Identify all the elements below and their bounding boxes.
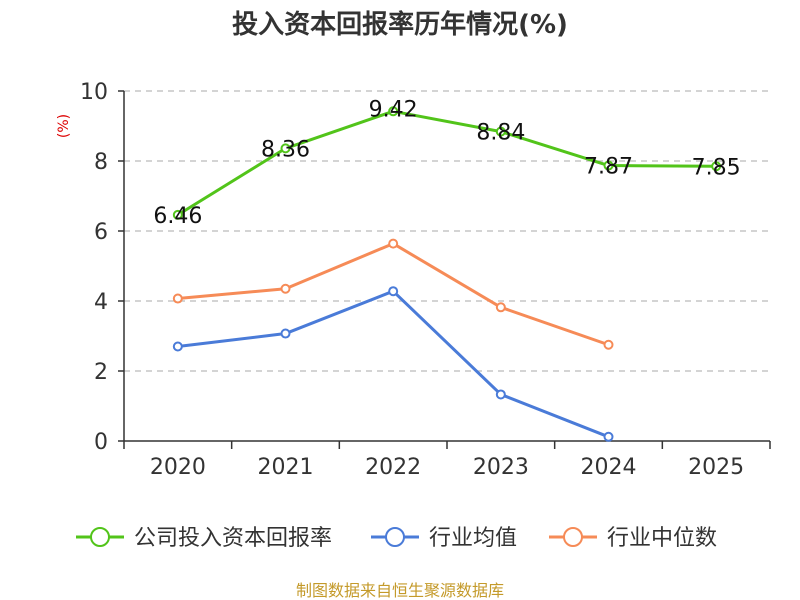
data-point[interactable]	[388, 106, 399, 117]
legend[interactable]: 公司投入资本回报率 行业均值 行业中位数	[76, 526, 717, 551]
data-point[interactable]	[280, 328, 291, 339]
data-label: 7.87	[584, 155, 633, 180]
legend-marker	[563, 527, 583, 547]
series-lines	[172, 106, 722, 442]
legend-item-2[interactable]: 行业中位数	[549, 526, 717, 551]
data-point[interactable]	[280, 143, 291, 154]
y-axis-unit-label: (%)	[56, 114, 72, 138]
y-tick-label: 4	[94, 290, 108, 315]
data-point[interactable]	[280, 283, 291, 294]
chart-title: 投入资本回报率历年情况(%)	[232, 9, 568, 40]
data-label: 7.85	[692, 155, 741, 180]
data-labels: 6.46 8.36 9.42 8.84 7.87 7.85	[153, 97, 740, 229]
series-line-1	[176, 289, 610, 439]
y-tick-label: 0	[94, 430, 108, 455]
axes: 0 2 4 6 8 10 2020 2021 2022 2023 2024 2025	[80, 80, 771, 480]
legend-label: 行业中位数	[607, 526, 717, 551]
data-point[interactable]	[711, 161, 722, 172]
data-point[interactable]	[172, 341, 183, 352]
data-point[interactable]	[172, 209, 183, 220]
x-tick-label: 2020	[150, 455, 206, 480]
source-note: 制图数据来自恒生聚源数据库	[296, 581, 504, 600]
legend-item-0[interactable]: 公司投入资本回报率	[76, 526, 332, 551]
legend-label: 公司投入资本回报率	[134, 526, 332, 551]
data-point[interactable]	[388, 286, 399, 297]
x-tick-label: 2024	[581, 455, 637, 480]
legend-label: 行业均值	[429, 526, 517, 551]
y-tick-label: 6	[94, 220, 108, 245]
data-point[interactable]	[495, 126, 506, 137]
data-point[interactable]	[495, 389, 506, 400]
data-point[interactable]	[495, 302, 506, 313]
x-tick-label: 2025	[688, 455, 744, 480]
y-tick-label: 8	[94, 150, 108, 175]
legend-marker	[385, 527, 405, 547]
data-point[interactable]	[603, 431, 614, 442]
x-tick-label: 2022	[365, 455, 421, 480]
x-tick-label: 2023	[473, 455, 529, 480]
series-line-0	[176, 109, 718, 217]
gridlines	[124, 90, 770, 372]
data-label: 8.84	[476, 121, 525, 146]
x-tick-label: 2021	[258, 455, 314, 480]
data-point[interactable]	[603, 339, 614, 350]
y-tick-label: 2	[94, 360, 108, 385]
data-label: 9.42	[369, 97, 418, 122]
data-label: 6.46	[153, 204, 202, 229]
data-point[interactable]	[388, 238, 399, 249]
legend-marker	[90, 527, 110, 547]
y-tick-label: 10	[80, 80, 108, 105]
data-point[interactable]	[172, 293, 183, 304]
data-point[interactable]	[603, 160, 614, 171]
data-label: 8.36	[261, 137, 310, 162]
legend-item-1[interactable]: 行业均值	[371, 526, 517, 551]
